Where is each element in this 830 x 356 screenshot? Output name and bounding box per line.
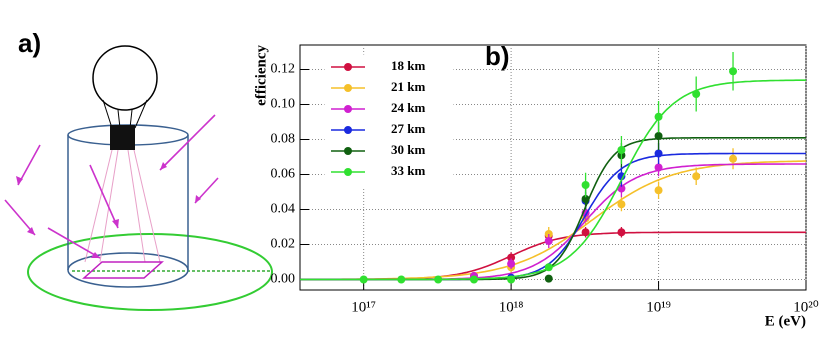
- y-tick-label: 0.12: [271, 62, 296, 77]
- plot-frame: [299, 44, 807, 291]
- legend-marker: [344, 84, 352, 92]
- x-tick-label: 10²⁰: [793, 299, 819, 315]
- x-tick-label: 10¹⁷: [351, 299, 376, 315]
- legend-marker: [344, 168, 352, 176]
- panel-label: b): [485, 41, 510, 71]
- point: [654, 163, 663, 172]
- y-tick-label: 0.04: [271, 202, 296, 217]
- x-tick-label: 10¹⁸: [499, 299, 524, 315]
- y-tick-label: 0.00: [271, 272, 296, 287]
- point: [581, 181, 590, 189]
- point: [729, 154, 738, 163]
- point: [692, 172, 701, 181]
- point: [469, 275, 478, 284]
- legend-marker: [344, 126, 352, 134]
- panel-label: a): [18, 28, 41, 58]
- point: [654, 112, 663, 121]
- point: [654, 186, 663, 195]
- point: [654, 132, 663, 140]
- fit-curve: [300, 231, 806, 281]
- point: [434, 275, 443, 284]
- fit-curve: [300, 79, 806, 281]
- legend-label: 18 km: [391, 58, 425, 73]
- point: [617, 200, 626, 209]
- y-tick-label: 0.08: [271, 132, 296, 147]
- legend-label: 33 km: [391, 163, 425, 178]
- point: [544, 263, 553, 272]
- y-tick-label: 0.02: [271, 237, 296, 252]
- point: [507, 253, 516, 262]
- point: [507, 259, 516, 268]
- point: [617, 184, 626, 193]
- point: [507, 275, 516, 284]
- legend-label: 21 km: [391, 79, 425, 94]
- legend-marker: [344, 105, 352, 113]
- y-axis-label: efficiency: [253, 45, 269, 106]
- legend-marker: [344, 147, 352, 155]
- legend-label: 27 km: [391, 121, 425, 136]
- point: [581, 228, 590, 237]
- point: [544, 274, 553, 283]
- point: [654, 149, 663, 158]
- point: [617, 172, 626, 181]
- point: [544, 237, 553, 245]
- point: [617, 228, 626, 237]
- diagram: [4, 45, 273, 311]
- legend-label: 30 km: [391, 142, 425, 157]
- point: [617, 146, 626, 154]
- point: [692, 90, 701, 98]
- y-tick-label: 0.10: [271, 97, 296, 112]
- legend-marker: [344, 63, 352, 71]
- point: [729, 67, 738, 76]
- y-tick-label: 0.06: [271, 167, 296, 182]
- point: [581, 195, 590, 203]
- legend-box: [324, 54, 454, 188]
- x-axis-label: E (eV): [765, 313, 806, 329]
- point: [397, 275, 406, 284]
- point: [359, 275, 368, 284]
- x-tick-label: 10¹⁹: [646, 299, 671, 315]
- legend-label: 24 km: [391, 100, 425, 115]
